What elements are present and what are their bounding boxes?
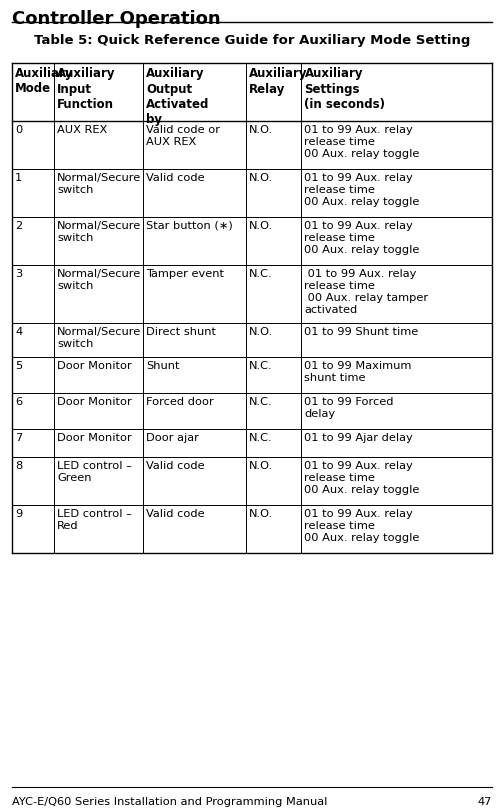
Text: Door ajar: Door ajar <box>146 432 199 443</box>
Text: 01 to 99 Aux. relay
release time
00 Aux. relay toggle: 01 to 99 Aux. relay release time 00 Aux.… <box>304 461 420 495</box>
Text: Valid code: Valid code <box>146 508 205 518</box>
Text: Normal/Secure
switch: Normal/Secure switch <box>57 221 142 242</box>
Text: 1: 1 <box>15 173 22 182</box>
Text: N.O.: N.O. <box>249 508 273 518</box>
Text: 6: 6 <box>15 397 22 406</box>
Text: Normal/Secure
switch: Normal/Secure switch <box>57 173 142 195</box>
Text: Tamper event: Tamper event <box>146 268 224 279</box>
Text: Shunt: Shunt <box>146 361 179 371</box>
Text: Star button (∗): Star button (∗) <box>146 221 233 230</box>
Text: 5: 5 <box>15 361 22 371</box>
Text: AYC-E/Q60 Series Installation and Programming Manual: AYC-E/Q60 Series Installation and Progra… <box>12 796 328 806</box>
Text: 4: 4 <box>15 327 22 337</box>
Text: Table 5: Quick Reference Guide for Auxiliary Mode Setting: Table 5: Quick Reference Guide for Auxil… <box>34 34 470 47</box>
Text: N.O.: N.O. <box>249 221 273 230</box>
Text: 01 to 99 Aux. relay
release time
 00 Aux. relay tamper
activated: 01 to 99 Aux. relay release time 00 Aux.… <box>304 268 428 315</box>
Text: Controller Operation: Controller Operation <box>12 10 221 28</box>
Text: Auxiliary
Settings
(in seconds): Auxiliary Settings (in seconds) <box>304 67 386 111</box>
Text: Valid code or
AUX REX: Valid code or AUX REX <box>146 125 220 147</box>
Text: N.O.: N.O. <box>249 461 273 470</box>
Text: Auxiliary
Mode: Auxiliary Mode <box>15 67 74 96</box>
Text: 01 to 99 Aux. relay
release time
00 Aux. relay toggle: 01 to 99 Aux. relay release time 00 Aux.… <box>304 173 420 207</box>
Text: N.C.: N.C. <box>249 432 273 443</box>
Text: 01 to 99 Ajar delay: 01 to 99 Ajar delay <box>304 432 413 443</box>
Text: 01 to 99 Shunt time: 01 to 99 Shunt time <box>304 327 419 337</box>
Text: Forced door: Forced door <box>146 397 214 406</box>
Text: N.C.: N.C. <box>249 397 273 406</box>
Text: Normal/Secure
switch: Normal/Secure switch <box>57 268 142 290</box>
Text: AUX REX: AUX REX <box>57 125 107 135</box>
Text: N.C.: N.C. <box>249 361 273 371</box>
Text: Door Monitor: Door Monitor <box>57 397 132 406</box>
Text: N.O.: N.O. <box>249 125 273 135</box>
Text: Auxiliary
Output
Activated
by: Auxiliary Output Activated by <box>146 67 210 127</box>
Text: 01 to 99 Aux. relay
release time
00 Aux. relay toggle: 01 to 99 Aux. relay release time 00 Aux.… <box>304 221 420 255</box>
Text: 0: 0 <box>15 125 22 135</box>
Text: N.C.: N.C. <box>249 268 273 279</box>
Text: Auxiliary
Relay: Auxiliary Relay <box>249 67 308 96</box>
Text: 9: 9 <box>15 508 22 518</box>
Text: 47: 47 <box>478 796 492 806</box>
Text: 01 to 99 Forced
delay: 01 to 99 Forced delay <box>304 397 394 418</box>
Text: 01 to 99 Maximum
shunt time: 01 to 99 Maximum shunt time <box>304 361 412 383</box>
Text: 8: 8 <box>15 461 22 470</box>
Text: Auxiliary
Input
Function: Auxiliary Input Function <box>57 67 116 111</box>
Text: LED control –
Red: LED control – Red <box>57 508 132 530</box>
Text: Door Monitor: Door Monitor <box>57 361 132 371</box>
Text: 01 to 99 Aux. relay
release time
00 Aux. relay toggle: 01 to 99 Aux. relay release time 00 Aux.… <box>304 508 420 543</box>
Text: 3: 3 <box>15 268 22 279</box>
Text: Direct shunt: Direct shunt <box>146 327 216 337</box>
Text: Door Monitor: Door Monitor <box>57 432 132 443</box>
Text: N.O.: N.O. <box>249 173 273 182</box>
Text: 2: 2 <box>15 221 22 230</box>
Text: LED control –
Green: LED control – Green <box>57 461 132 483</box>
Text: Valid code: Valid code <box>146 461 205 470</box>
Text: Normal/Secure
switch: Normal/Secure switch <box>57 327 142 349</box>
Text: Valid code: Valid code <box>146 173 205 182</box>
Text: 01 to 99 Aux. relay
release time
00 Aux. relay toggle: 01 to 99 Aux. relay release time 00 Aux.… <box>304 125 420 159</box>
Text: N.O.: N.O. <box>249 327 273 337</box>
Text: 7: 7 <box>15 432 22 443</box>
